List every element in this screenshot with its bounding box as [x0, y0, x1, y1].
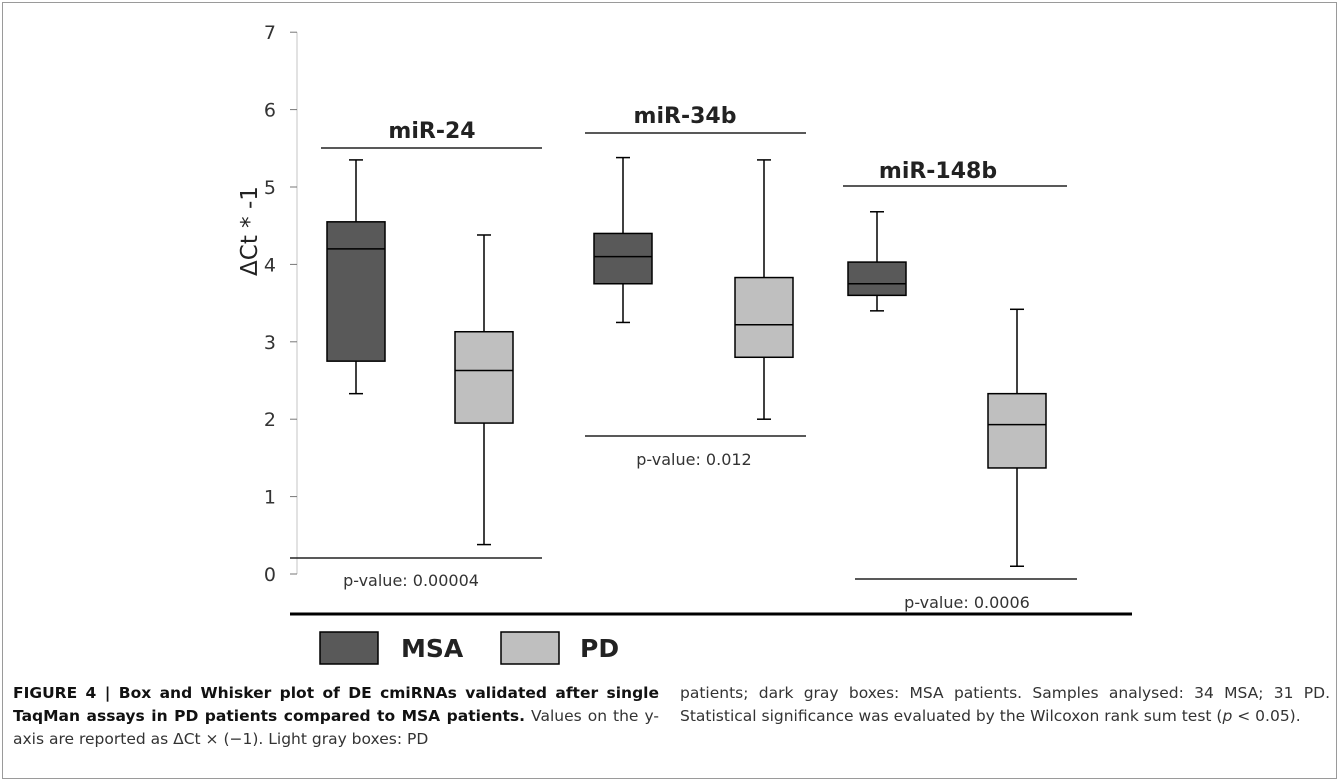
box-pd — [735, 160, 793, 419]
box-msa — [848, 212, 906, 311]
y-tick-label: 6 — [264, 100, 276, 122]
iqr-box — [327, 222, 385, 361]
pvalue-label: p-value: 0.012 — [636, 450, 751, 469]
iqr-box — [988, 394, 1046, 468]
legend-label-pd: PD — [580, 634, 619, 663]
caption-left-column: FIGURE 4 | Box and Whisker plot of DE cm… — [13, 682, 659, 751]
box-msa — [327, 160, 385, 394]
y-axis-label: ΔCt * -1 — [237, 186, 263, 276]
pvalue-label: p-value: 0.00004 — [343, 571, 479, 590]
group-name-label: miR-24 — [388, 119, 475, 144]
group-mir-148b: miR-148b p-value: 0.0006 — [843, 159, 1077, 612]
y-tick-label: 3 — [264, 332, 276, 354]
box-pd — [455, 235, 513, 545]
iqr-box — [735, 278, 793, 358]
y-tick-label: 4 — [264, 254, 276, 276]
legend-swatch-pd — [501, 632, 559, 664]
box-groups: miR-24 p-value: 0.00004 miR-34b p-value: 0.… — [290, 104, 1077, 612]
caption-p-symbol: p — [1222, 707, 1232, 725]
iqr-box — [848, 262, 906, 295]
legend-label-msa: MSA — [401, 634, 464, 663]
box-plot-chart: 0 1 2 3 4 5 6 7 ΔCt * -1 miR-24 p-value: 0.00004… — [0, 0, 1341, 680]
iqr-box — [594, 233, 652, 283]
y-tick-label: 2 — [264, 409, 276, 431]
group-mir-34b: miR-34b p-value: 0.012 — [585, 104, 806, 469]
y-tick-label: 5 — [264, 177, 276, 199]
caption-right-column: patients; dark gray boxes: MSA patients.… — [680, 682, 1330, 728]
group-name-label: miR-148b — [879, 159, 997, 184]
legend: MSA PD — [320, 632, 619, 664]
group-name-label: miR-34b — [634, 104, 737, 129]
pvalue-label: p-value: 0.0006 — [904, 593, 1030, 612]
caption-text-part3: < 0.05). — [1232, 707, 1300, 725]
group-mir-24: miR-24 p-value: 0.00004 — [290, 119, 542, 590]
y-tick-label: 1 — [264, 487, 276, 509]
box-pd — [988, 309, 1046, 566]
y-tick-label: 7 — [264, 22, 276, 44]
y-tick-label: 0 — [264, 564, 276, 586]
iqr-box — [455, 332, 513, 423]
y-axis: 0 1 2 3 4 5 6 7 — [264, 22, 297, 586]
box-msa — [594, 158, 652, 323]
legend-swatch-msa — [320, 632, 378, 664]
